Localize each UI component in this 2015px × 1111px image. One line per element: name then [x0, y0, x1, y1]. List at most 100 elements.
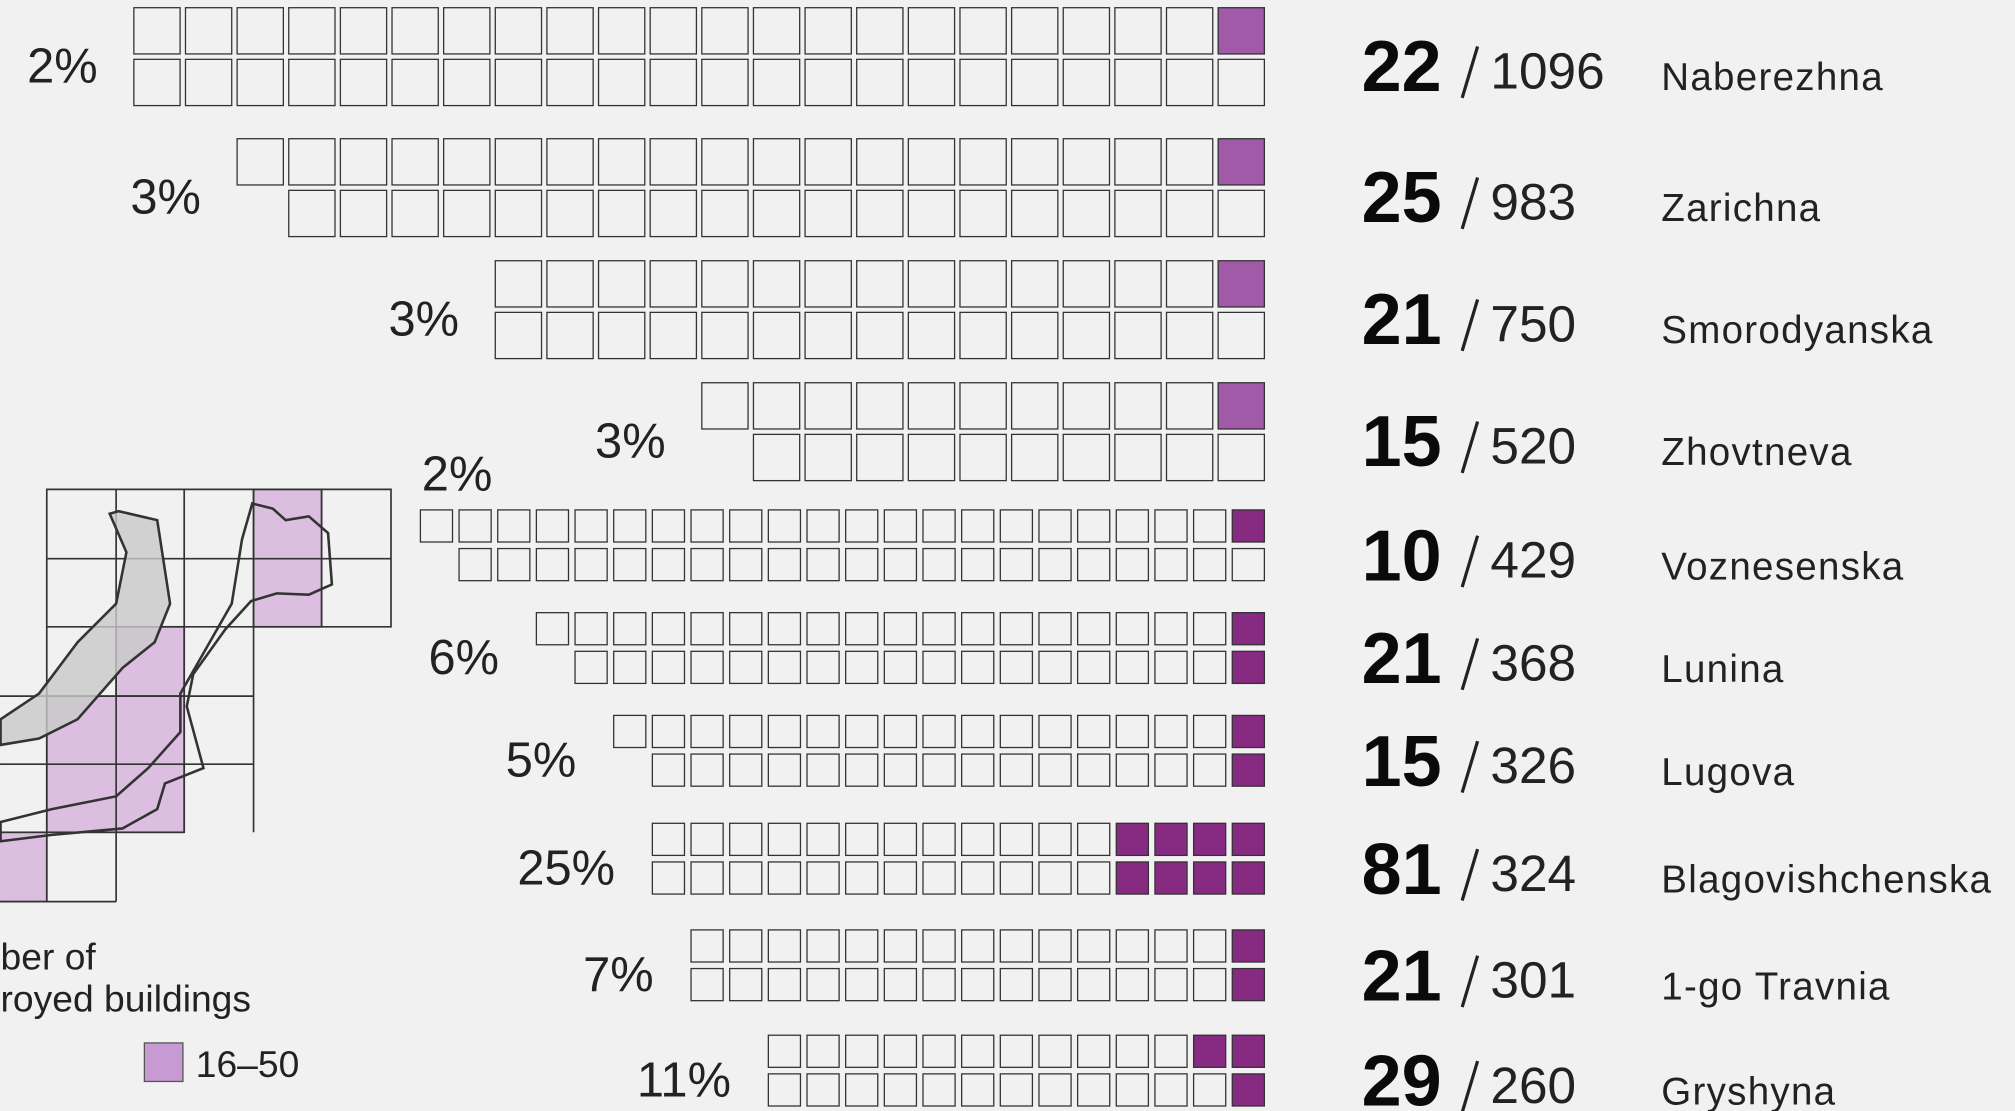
waffle-square	[690, 753, 724, 787]
waffle-square	[729, 822, 763, 857]
waffle-square	[1076, 650, 1111, 685]
waffle-square	[806, 612, 840, 646]
waffle-square	[729, 714, 763, 749]
waffle-square	[1115, 547, 1150, 582]
waffle-square	[1076, 967, 1111, 1002]
total-count: 429	[1490, 531, 1576, 589]
waffle-square	[1165, 382, 1214, 430]
waffle-square	[806, 547, 840, 582]
waffle-square	[804, 311, 852, 360]
waffle-square	[597, 7, 646, 55]
waffle-square	[574, 612, 608, 646]
waffle-square	[597, 138, 646, 186]
waffle-square	[339, 7, 388, 55]
street-name: Zhovtneva	[1661, 431, 1852, 474]
waffle-square	[1231, 861, 1266, 895]
waffle-square	[288, 58, 336, 107]
waffle-square	[767, 967, 802, 1002]
waffle-square	[845, 509, 879, 543]
waffle-square	[804, 433, 852, 482]
waffle-square	[856, 311, 904, 360]
waffle-square	[1154, 612, 1188, 646]
waffle-square	[1010, 189, 1059, 238]
waffle-square	[690, 650, 724, 685]
waffle-square	[494, 311, 543, 360]
waffle-square	[1038, 547, 1072, 582]
waffle-square	[649, 7, 698, 55]
waffle-square	[391, 189, 439, 238]
waffle-square	[804, 260, 852, 308]
waffle-square	[1231, 929, 1266, 963]
waffle-square	[1076, 612, 1111, 646]
waffle-square	[419, 509, 454, 543]
waffle-square	[546, 189, 594, 238]
waffle-square	[651, 547, 686, 582]
waffle-square	[1217, 311, 1266, 360]
slash	[1460, 177, 1480, 230]
waffle-square	[883, 967, 918, 1002]
waffle-square	[546, 138, 594, 186]
waffle-square	[961, 822, 995, 857]
waffle-square	[752, 433, 801, 482]
waffle-square	[845, 650, 879, 685]
waffle-square	[806, 1034, 840, 1068]
waffle-square	[922, 650, 956, 685]
waffle-square	[883, 929, 918, 963]
waffle-square	[922, 547, 956, 582]
percent: 3%	[130, 170, 201, 224]
waffle-square	[804, 58, 852, 107]
waffle-square	[922, 509, 956, 543]
total-count: 750	[1490, 294, 1576, 352]
waffle-square	[1010, 311, 1059, 360]
waffle-square	[883, 509, 918, 543]
waffle-square	[907, 382, 956, 430]
waffle-square	[767, 650, 802, 685]
percent: 5%	[506, 734, 577, 788]
waffle-square	[690, 861, 724, 895]
waffle-square	[1165, 189, 1214, 238]
waffle-square	[804, 7, 852, 55]
waffle-square	[856, 189, 904, 238]
waffle-square	[1115, 612, 1150, 646]
waffle-square	[767, 861, 802, 895]
waffle-square	[767, 509, 802, 543]
waffle-square	[1062, 7, 1111, 55]
waffle-square	[1010, 382, 1059, 430]
waffle-square	[999, 547, 1034, 582]
waffle-square	[752, 189, 801, 238]
waffle-square	[546, 58, 594, 107]
waffle-square	[597, 260, 646, 308]
waffle-square	[1114, 189, 1162, 238]
waffle-square	[1076, 929, 1111, 963]
waffle-square	[806, 822, 840, 857]
total-count: 324	[1490, 844, 1576, 902]
street-name: Lugova	[1661, 751, 1795, 794]
waffle-square	[856, 433, 904, 482]
slash	[1460, 46, 1480, 99]
waffle-square	[729, 509, 763, 543]
total-count: 520	[1490, 416, 1576, 474]
waffle-square	[907, 7, 956, 55]
waffle-square	[806, 929, 840, 963]
waffle-square	[613, 612, 647, 646]
waffle-square	[999, 929, 1034, 963]
waffle-square	[1038, 1034, 1072, 1068]
waffle-square	[1038, 967, 1072, 1002]
waffle-square	[1154, 861, 1188, 895]
waffle-square	[701, 7, 749, 55]
street-name: Voznesenska	[1661, 545, 1904, 588]
waffle-square	[1062, 382, 1111, 430]
waffle-square	[1192, 612, 1227, 646]
waffle-square	[443, 7, 491, 55]
waffle-square	[1231, 714, 1266, 749]
slash	[1460, 1060, 1480, 1111]
waffle-square	[959, 138, 1007, 186]
waffle-square	[1062, 189, 1111, 238]
waffle-square	[574, 509, 608, 543]
waffle-square	[961, 509, 995, 543]
waffle-square	[1192, 967, 1227, 1002]
waffle-square	[1165, 7, 1214, 55]
waffle-square	[922, 929, 956, 963]
waffle-square	[1038, 509, 1072, 543]
waffle-square	[845, 1034, 879, 1068]
